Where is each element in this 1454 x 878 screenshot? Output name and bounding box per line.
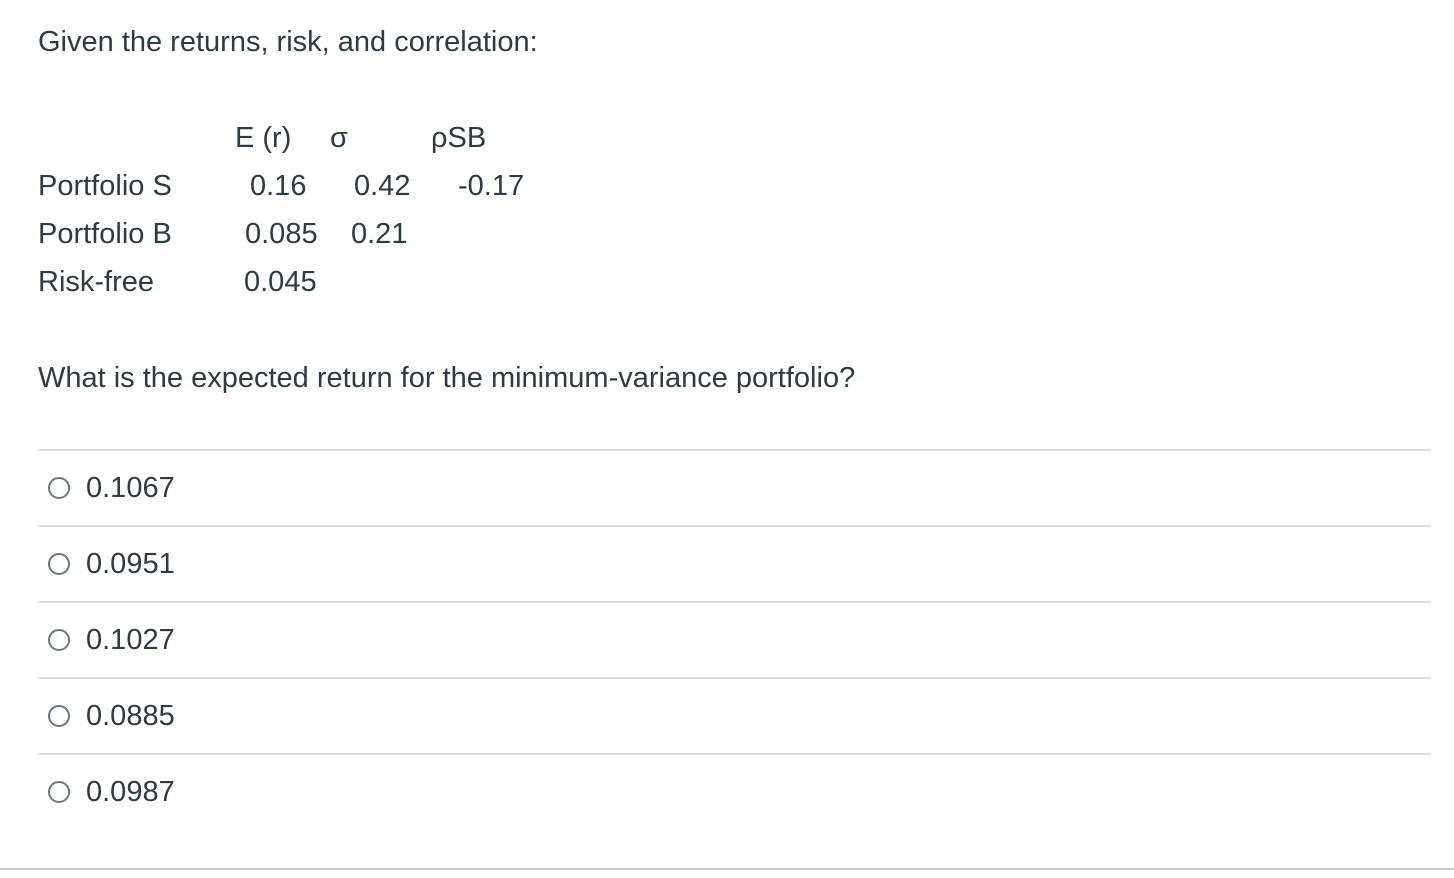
cell-portfolio-s-rho: -0.17 [458,170,525,202]
row-label-risk-free: Risk-free [38,266,155,298]
answer-option-4[interactable]: 0.0885 [38,679,1431,755]
question-text: What is the expected return for the mini… [38,362,856,394]
answer-label: 0.0987 [86,776,175,808]
answer-label: 0.1027 [86,624,175,656]
answer-list: 0.1067 0.0951 0.1027 0.0885 0.0987 [38,449,1431,829]
cell-risk-free-er: 0.045 [244,266,317,298]
header-sigma: σ [330,122,348,154]
cell-portfolio-s-sigma: 0.42 [354,170,411,202]
cell-portfolio-b-sigma: 0.21 [351,218,408,250]
answer-option-2[interactable]: 0.0951 [38,527,1431,603]
answer-option-5[interactable]: 0.0987 [38,755,1431,829]
answer-label: 0.0885 [86,700,175,732]
answer-option-3[interactable]: 0.1027 [38,603,1431,679]
bottom-divider [0,868,1454,870]
radio-button[interactable] [48,781,70,803]
row-label-portfolio-s: Portfolio S [38,170,172,202]
answer-label: 0.1067 [86,472,175,504]
radio-button[interactable] [48,629,70,651]
cell-portfolio-b-er: 0.085 [245,218,318,250]
header-correlation: ρSB [431,122,487,154]
answer-option-1[interactable]: 0.1067 [38,451,1431,527]
row-label-portfolio-b: Portfolio B [38,218,172,250]
radio-button[interactable] [48,477,70,499]
radio-button[interactable] [48,553,70,575]
header-expected-return: E (r) [235,122,292,154]
answer-label: 0.0951 [86,548,175,580]
radio-button[interactable] [48,705,70,727]
cell-portfolio-s-er: 0.16 [250,170,307,202]
question-intro: Given the returns, risk, and correlation… [38,26,538,58]
